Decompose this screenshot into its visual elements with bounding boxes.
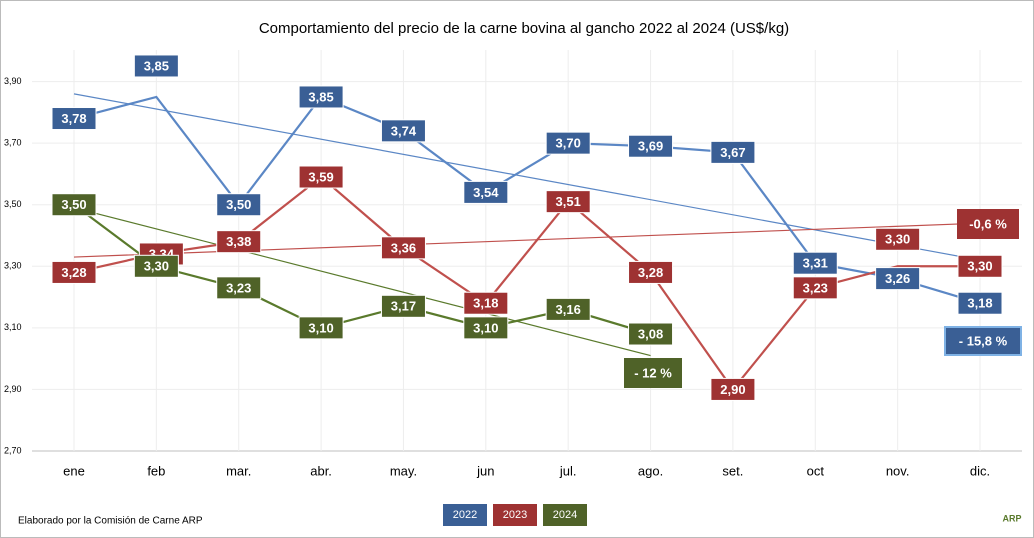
value-label: 3,78 <box>61 111 86 126</box>
x-tick-label: dic. <box>970 463 990 478</box>
value-label-box <box>875 267 921 291</box>
value-label-box <box>545 297 591 321</box>
value-label-box <box>792 251 838 275</box>
value-label-box <box>710 377 756 401</box>
value-label: 2,90 <box>720 382 745 397</box>
value-label-box <box>792 276 838 300</box>
trend-line <box>73 93 981 261</box>
legend-label: 2023 <box>503 509 527 521</box>
legend-swatch <box>543 504 587 526</box>
annotation-box <box>957 209 1019 239</box>
value-label-box <box>628 260 674 284</box>
chart-title: Comportamiento del precio de la carne bo… <box>259 20 789 37</box>
value-label-box <box>957 254 1003 278</box>
value-label: 3,16 <box>556 302 581 317</box>
value-label-box <box>628 134 674 158</box>
x-tick-label: jun <box>476 463 494 478</box>
value-label: 3,74 <box>391 123 417 138</box>
value-label: 3,50 <box>226 197 251 212</box>
value-label-box <box>298 316 344 340</box>
value-label: 3,36 <box>391 240 416 255</box>
x-tick-label: abr. <box>310 463 332 478</box>
value-label: 3,23 <box>803 280 828 295</box>
value-label: 3,08 <box>638 326 663 341</box>
value-label: 3,10 <box>308 320 333 335</box>
value-label: 3,38 <box>226 234 251 249</box>
value-label-box <box>51 107 97 131</box>
value-label-box <box>957 291 1003 315</box>
annotation-box <box>944 326 1022 356</box>
value-label: 3,17 <box>391 299 416 314</box>
value-label: 3,59 <box>308 169 333 184</box>
value-label-box <box>380 119 426 143</box>
value-label-box <box>51 260 97 284</box>
x-tick-label: feb <box>147 463 165 478</box>
annotation: - 12 % <box>634 365 672 380</box>
value-label-box <box>133 54 179 78</box>
y-tick-label: 3,10 <box>4 322 22 332</box>
value-label: 3,10 <box>473 320 498 335</box>
value-label: 3,51 <box>556 194 581 209</box>
x-tick-label: set. <box>722 463 743 478</box>
x-tick-label: mar. <box>226 463 251 478</box>
value-label: 3,18 <box>967 296 992 311</box>
value-label-box <box>133 254 179 278</box>
footer: Elaborado por la Comisión de Carne ARP <box>18 516 203 527</box>
value-label-box <box>875 227 921 251</box>
value-label-box <box>380 236 426 260</box>
value-label-box <box>463 316 509 340</box>
value-label-box <box>216 193 262 217</box>
legend-swatch <box>493 504 537 526</box>
value-label-box <box>545 131 591 155</box>
value-label: 3,69 <box>638 139 663 154</box>
value-label: 3,26 <box>885 271 910 286</box>
legend-swatch <box>443 504 487 526</box>
annotation: -0,6 % <box>969 216 1007 231</box>
value-label: 3,18 <box>473 296 498 311</box>
value-label: 3,31 <box>803 256 828 271</box>
y-tick-label: 2,70 <box>4 445 22 455</box>
value-label: 3,28 <box>61 265 86 280</box>
value-label-box <box>380 294 426 318</box>
value-label: 3,28 <box>638 265 663 280</box>
annotation-box <box>624 358 682 388</box>
value-label-box <box>216 276 262 300</box>
value-label: 3,30 <box>144 259 169 274</box>
value-label-box <box>216 230 262 254</box>
value-label: 3,30 <box>885 232 910 247</box>
value-label: 3,85 <box>144 58 169 73</box>
value-label: 3,30 <box>967 259 992 274</box>
value-label: 3,50 <box>61 197 86 212</box>
value-label-box <box>298 85 344 109</box>
x-tick-label: ago. <box>638 463 663 478</box>
value-label: 3,85 <box>308 89 333 104</box>
x-tick-label: nov. <box>886 463 910 478</box>
value-label: 3,70 <box>556 136 581 151</box>
y-tick-label: 3,30 <box>4 261 22 271</box>
value-label-box <box>298 165 344 189</box>
y-tick-label: 3,50 <box>4 199 22 209</box>
legend-label: 2022 <box>453 509 477 521</box>
x-tick-label: jul. <box>559 463 577 478</box>
trend-line <box>73 207 651 357</box>
x-tick-label: ene <box>63 463 85 478</box>
value-label-box <box>463 180 509 204</box>
value-label-box <box>463 291 509 315</box>
y-tick-label: 3,90 <box>4 76 22 86</box>
value-label-box <box>628 322 674 346</box>
y-tick-label: 3,70 <box>4 138 22 148</box>
value-label-box <box>51 193 97 217</box>
value-label: 3,67 <box>720 145 745 160</box>
x-tick-label: may. <box>390 463 417 478</box>
legend-label: 2024 <box>553 509 577 521</box>
value-label-box <box>710 140 756 164</box>
annotation: - 15,8 % <box>959 333 1008 348</box>
value-label: 3,54 <box>473 185 499 200</box>
y-tick-label: 2,90 <box>4 384 22 394</box>
value-label-box <box>545 190 591 214</box>
logo: ARP <box>1002 513 1021 523</box>
x-tick-label: oct <box>807 463 825 478</box>
value-label: 3,23 <box>226 280 251 295</box>
